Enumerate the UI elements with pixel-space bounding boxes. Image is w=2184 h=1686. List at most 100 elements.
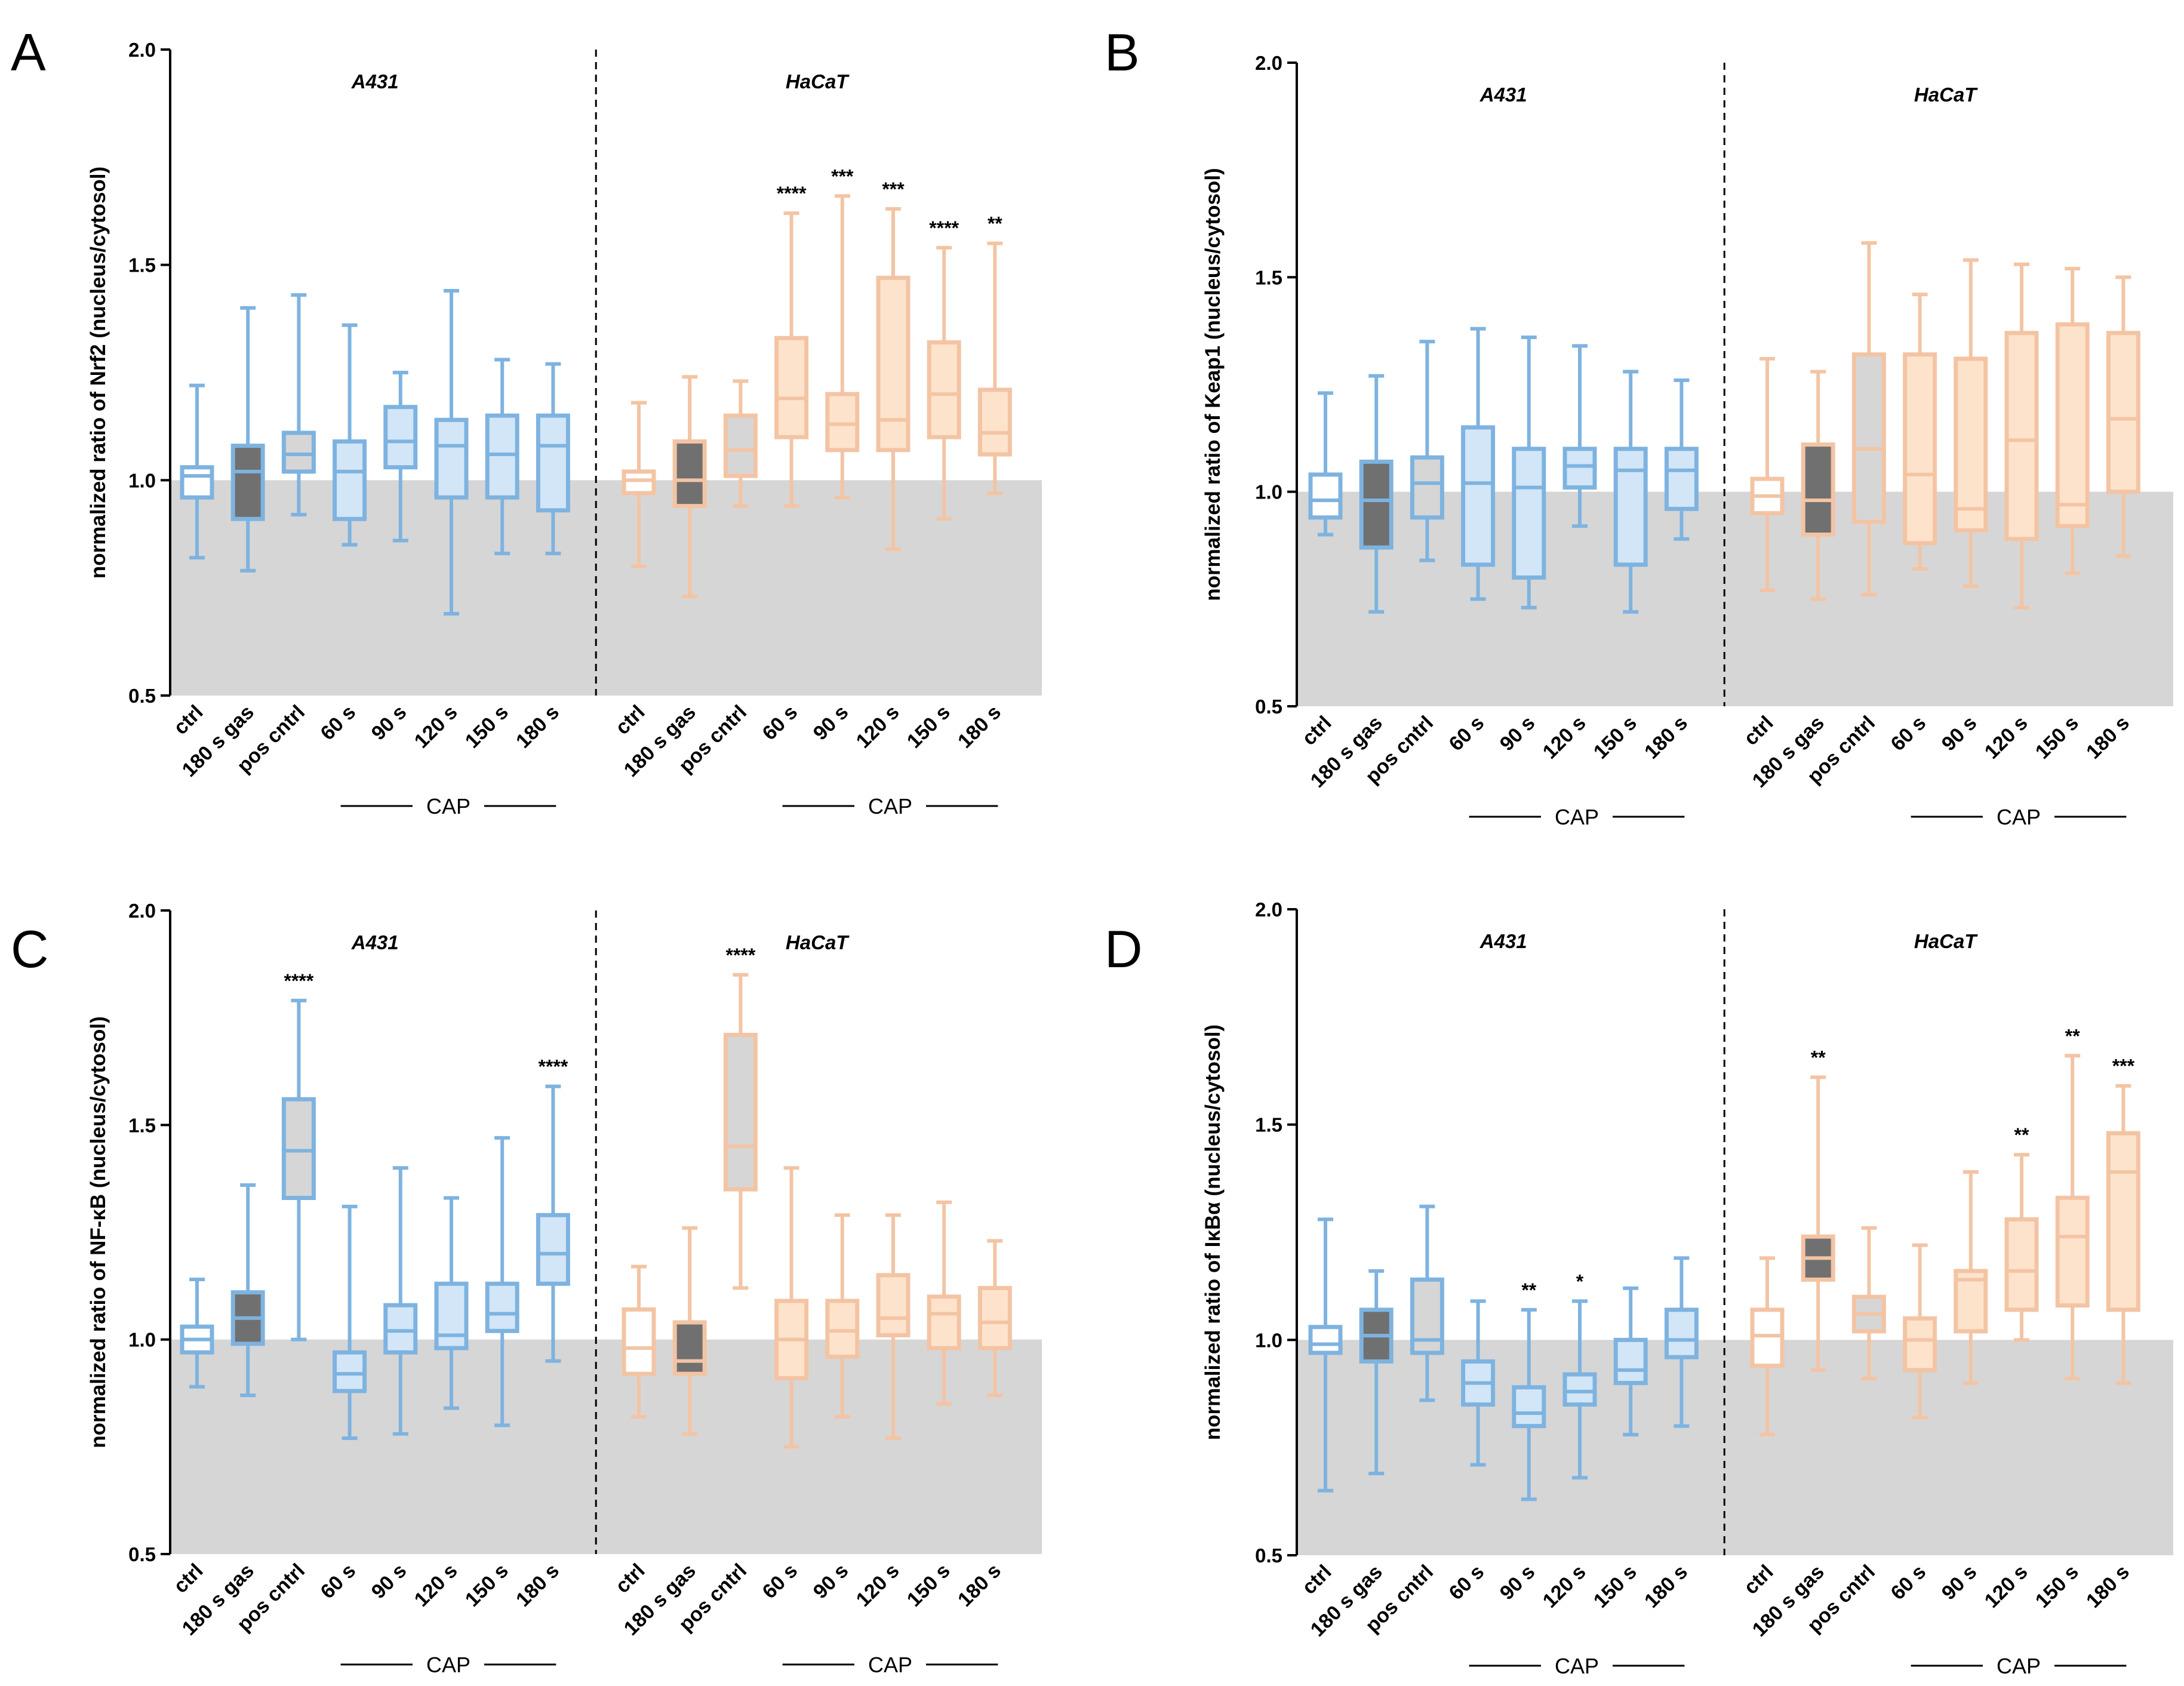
panel-d: Dnormalized ratio of IκBα (nucleus/cytos… (1105, 899, 2173, 1678)
significance-mark: *** (831, 165, 854, 187)
cap-label: CAP (1555, 1654, 1599, 1678)
box-body (828, 1301, 857, 1356)
y-tick-label: 1.5 (1255, 266, 1282, 288)
box-body (2007, 333, 2037, 539)
cell-line-title: HaCaT (786, 931, 850, 953)
box-hacat-180-s-gas: ** (1803, 1047, 1833, 1370)
cap-label: CAP (868, 1653, 912, 1677)
box-body (878, 1275, 908, 1336)
box-body (1311, 475, 1340, 518)
cap-label: CAP (426, 794, 470, 819)
cell-line-title: HaCaT (1914, 84, 1978, 106)
x-category-label: 120 s (852, 701, 904, 753)
x-category-label: 180 s (2082, 712, 2134, 764)
box-body (1854, 355, 1884, 522)
cap-label: CAP (1997, 805, 2041, 829)
significance-mark: **** (777, 183, 807, 204)
significance-mark: ** (2065, 1025, 2080, 1047)
box-body (1565, 1374, 1595, 1404)
x-category-label: 150 s (1589, 712, 1641, 764)
box-body (1666, 449, 1696, 509)
y-tick-label: 1.0 (1255, 481, 1282, 503)
x-category-label: 90 s (809, 1559, 853, 1604)
box-a431-ctrl (1311, 393, 1340, 534)
x-category-label: 90 s (1937, 712, 1982, 756)
y-axis-label: normalized ratio of IκBα (nucleus/cytoso… (1201, 1024, 1225, 1440)
x-category-label: 150 s (2031, 1561, 2083, 1613)
box-body (2057, 324, 2087, 526)
box-body (436, 1284, 466, 1348)
significance-mark: ** (1521, 1279, 1536, 1301)
significance-mark: **** (929, 217, 959, 239)
x-category-label: 90 s (367, 1559, 411, 1604)
significance-mark: *** (2112, 1056, 2135, 1077)
box-body (2108, 1133, 2138, 1310)
x-category-label: 90 s (1496, 1561, 1540, 1605)
box-body (1616, 1340, 1645, 1383)
box-body (2057, 1198, 2087, 1305)
y-tick-label: 2.0 (1255, 899, 1282, 921)
x-category-label: 180 s (953, 1559, 1005, 1611)
box-body (284, 433, 313, 472)
box-body (980, 1288, 1010, 1348)
box-body (1956, 359, 1986, 530)
significance-mark: **** (284, 970, 313, 992)
box-body (624, 472, 654, 493)
y-tick-label: 0.5 (1255, 696, 1282, 718)
y-tick-label: 1.0 (1255, 1329, 1282, 1351)
significance-mark: *** (882, 179, 905, 200)
significance-mark: **** (538, 1056, 568, 1078)
x-category-label: 180 s (953, 701, 1005, 753)
box-body (335, 1352, 365, 1391)
x-category-label: 120 s (410, 701, 462, 753)
box-a431-60-s (335, 325, 365, 545)
box-body (777, 338, 807, 437)
box-body (828, 394, 857, 450)
y-tick-label: 0.5 (128, 1543, 156, 1565)
x-category-label: 120 s (1980, 1561, 2032, 1613)
box-body (878, 278, 908, 450)
box-body (929, 1297, 959, 1348)
box-body (1803, 445, 1833, 535)
y-tick-label: 0.5 (128, 685, 156, 707)
x-category-label: 150 s (903, 701, 955, 753)
y-tick-label: 1.5 (128, 1114, 156, 1136)
y-tick-label: 1.0 (128, 1329, 156, 1351)
x-category-label: 180 s (2082, 1561, 2134, 1613)
y-tick-label: 2.0 (1255, 52, 1282, 74)
cell-line-title: HaCaT (1914, 930, 1978, 952)
box-a431-90-s (1514, 337, 1544, 608)
box-body (725, 416, 755, 476)
x-category-label: 120 s (1980, 712, 2032, 764)
y-tick-label: 1.5 (128, 254, 156, 276)
x-category-label: 120 s (410, 1559, 462, 1611)
x-category-label: 60 s (758, 701, 802, 745)
box-body (487, 1284, 517, 1331)
cap-label: CAP (868, 794, 912, 819)
box-body (980, 390, 1010, 454)
box-body (1361, 462, 1391, 547)
cell-line-title: A431 (1479, 930, 1527, 952)
x-category-label: 180 s (512, 701, 564, 753)
box-hacat-180-s: *** (2108, 1056, 2138, 1383)
x-category-label: 60 s (1445, 1561, 1489, 1605)
cell-line-title: A431 (351, 931, 399, 953)
box-body (1905, 355, 1935, 543)
figure-canvas: Anormalized ratio of Nrf2 (nucleus/cytos… (0, 0, 2184, 1686)
significance-mark: * (1576, 1270, 1584, 1292)
box-a431-pos-cntrl: **** (284, 970, 313, 1340)
box-body (1514, 449, 1544, 578)
x-category-label: 90 s (1937, 1561, 1982, 1605)
box-hacat-180-s: ** (980, 213, 1010, 493)
x-category-label: 150 s (1589, 1561, 1641, 1613)
box-body (675, 441, 705, 506)
box-hacat-pos-cntrl: **** (725, 944, 755, 1288)
box-body (1412, 1279, 1442, 1353)
box-a431-180-s: **** (538, 1056, 568, 1361)
significance-mark: ** (1811, 1047, 1826, 1068)
panel-letter: C (11, 919, 49, 979)
box-body (725, 1035, 755, 1189)
x-category-label: 150 s (461, 701, 513, 753)
significance-mark: **** (725, 944, 755, 966)
